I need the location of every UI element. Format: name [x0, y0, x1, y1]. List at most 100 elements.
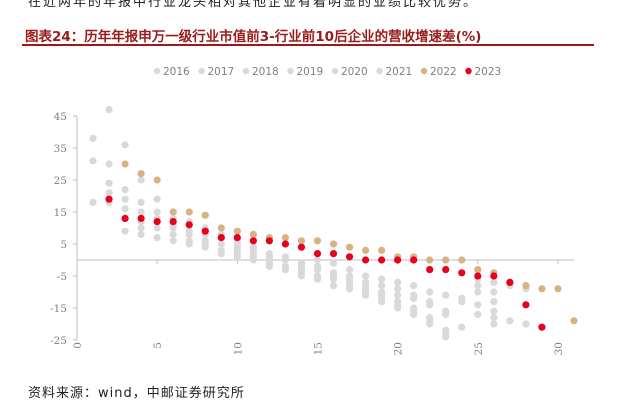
- data-point-2021: [490, 278, 498, 286]
- legend-marker-2016: [153, 67, 161, 75]
- data-point-2022: [313, 237, 322, 245]
- data-point-2016: [121, 195, 129, 203]
- data-point-2017: [137, 176, 145, 184]
- data-point-2021: [169, 224, 177, 232]
- data-point-2016: [506, 317, 514, 325]
- source-note: 资料来源：wind，中邮证券研究所: [28, 386, 245, 401]
- data-point-2018: [121, 186, 129, 194]
- data-point-2021: [442, 291, 450, 299]
- data-point-2020: [281, 266, 290, 274]
- data-point-2019: [345, 285, 354, 293]
- legend-marker-2018: [242, 67, 250, 75]
- legend-marker-2017: [198, 67, 205, 75]
- data-point-2020: [394, 291, 402, 299]
- data-point-2021: [281, 253, 290, 261]
- data-point-2023: [361, 256, 370, 264]
- legend-item-2022: 2022: [420, 66, 457, 78]
- legend-label-2019: 2019: [297, 66, 324, 78]
- legend-item-2018: 2018: [242, 66, 279, 78]
- data-point-2022: [522, 282, 530, 290]
- y-tick-label: -15: [50, 303, 67, 315]
- data-point-2021: [265, 259, 273, 267]
- chart-axes: 45 35 25 15 5 -5 -15 -25 0 5 10 15 20 25 30: [50, 111, 574, 355]
- data-point-2019: [313, 275, 322, 283]
- data-point-2018: [329, 275, 338, 283]
- data-point-2023: [522, 301, 530, 309]
- data-point-2016: [105, 179, 113, 187]
- data-point-2020: [217, 250, 225, 258]
- legend-marker-2023: [465, 67, 472, 75]
- data-point-2021: [137, 224, 145, 232]
- data-point-2023: [297, 243, 306, 251]
- data-point-2023: [313, 250, 322, 258]
- y-tick-label: 15: [54, 207, 67, 219]
- data-point-2021: [217, 240, 225, 248]
- y-tick-label: -25: [50, 335, 67, 347]
- data-point-2017: [153, 195, 161, 203]
- data-point-2022: [329, 240, 338, 248]
- data-point-2020: [201, 243, 209, 251]
- data-point-2020: [378, 288, 386, 296]
- data-point-2018: [153, 208, 161, 216]
- data-point-2021: [185, 230, 193, 238]
- data-point-2016: [458, 323, 466, 331]
- data-point-2021: [329, 259, 338, 267]
- legend-item-2020: 2020: [331, 66, 368, 78]
- data-point-2022: [570, 317, 578, 325]
- data-point-2022: [554, 285, 562, 293]
- y-tick-label: 5: [60, 239, 67, 251]
- data-point-2023: [281, 240, 290, 248]
- data-point-2023: [185, 221, 193, 229]
- series-2023: [105, 195, 546, 331]
- data-point-2022: [474, 266, 482, 274]
- y-tick-label: 35: [54, 143, 67, 155]
- data-point-2023: [137, 214, 145, 222]
- data-point-2023: [249, 237, 257, 245]
- data-point-2019: [474, 288, 482, 296]
- data-point-2016: [89, 157, 97, 165]
- data-point-2022: [201, 211, 209, 219]
- data-point-2023: [105, 195, 113, 203]
- data-point-2023: [329, 250, 338, 258]
- data-point-2017: [474, 310, 482, 318]
- data-point-2019: [394, 304, 402, 312]
- data-point-2020: [153, 234, 161, 242]
- data-point-2018: [105, 160, 113, 168]
- data-point-2017: [249, 243, 257, 251]
- data-point-2020: [169, 237, 177, 245]
- data-point-2022: [185, 208, 193, 216]
- data-point-2023: [201, 227, 209, 235]
- data-point-2023: [538, 323, 546, 331]
- data-point-2019: [410, 310, 418, 318]
- data-point-2021: [378, 275, 386, 283]
- data-point-2020: [361, 282, 370, 290]
- data-point-2022: [233, 227, 241, 235]
- x-tick-label: 10: [232, 342, 244, 355]
- data-point-2022: [361, 246, 370, 254]
- data-point-2023: [345, 253, 354, 261]
- data-point-2020: [410, 294, 418, 302]
- data-point-2023: [121, 214, 129, 222]
- data-point-2017: [89, 198, 97, 206]
- legend-marker-2022: [420, 67, 428, 75]
- data-point-2019: [378, 298, 386, 306]
- header-text: 在近两年的年报中行业龙头相对其他企业有着明显的业绩比较优势。: [28, 0, 479, 10]
- legend-label-2016: 2016: [163, 66, 190, 78]
- data-point-2021: [313, 256, 322, 264]
- data-point-2022: [137, 170, 145, 178]
- data-point-2020: [329, 269, 338, 277]
- scatter-chart: 2016 2017 2018 2019 2020 2021 2022 2023 45 35 25 1…: [50, 66, 578, 355]
- data-point-2023: [410, 256, 418, 264]
- data-point-2020: [345, 275, 354, 283]
- data-point-2020: [313, 262, 322, 270]
- series-2021: [121, 214, 530, 302]
- data-point-2019: [169, 230, 177, 238]
- data-point-2021: [201, 237, 209, 245]
- chart-points: [89, 106, 578, 341]
- data-point-2016: [137, 208, 145, 216]
- legend-marker-2019: [287, 67, 294, 75]
- data-point-2017: [121, 141, 129, 149]
- data-point-2022: [153, 176, 161, 184]
- data-point-2020: [474, 282, 482, 290]
- series-2017: [89, 106, 498, 334]
